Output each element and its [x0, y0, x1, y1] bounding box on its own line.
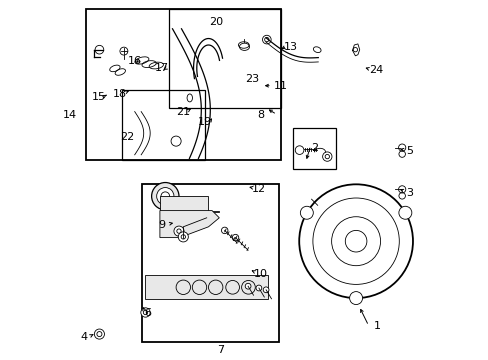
Circle shape: [156, 188, 174, 205]
Text: 7: 7: [217, 345, 224, 355]
Circle shape: [398, 186, 405, 193]
Text: 2: 2: [310, 143, 318, 153]
Bar: [142, 184, 278, 342]
Circle shape: [151, 183, 179, 210]
Circle shape: [349, 292, 362, 305]
Text: 18: 18: [113, 89, 127, 99]
Bar: [168, 9, 280, 108]
Circle shape: [94, 329, 104, 339]
Circle shape: [232, 234, 238, 241]
Circle shape: [300, 206, 313, 219]
Text: 14: 14: [63, 110, 77, 120]
Text: 6: 6: [143, 308, 150, 318]
Text: 20: 20: [208, 17, 223, 27]
Circle shape: [295, 146, 303, 154]
Circle shape: [263, 287, 268, 293]
Circle shape: [178, 232, 188, 242]
Text: 24: 24: [368, 65, 382, 75]
Circle shape: [299, 184, 412, 298]
Text: 15: 15: [92, 92, 105, 102]
Text: 23: 23: [244, 74, 258, 84]
Circle shape: [331, 217, 380, 266]
Circle shape: [120, 47, 127, 55]
Circle shape: [244, 283, 250, 289]
Text: 17: 17: [154, 63, 168, 73]
Text: 13: 13: [284, 42, 298, 52]
Polygon shape: [145, 275, 267, 299]
Text: 19: 19: [198, 117, 211, 127]
Text: 16: 16: [127, 56, 142, 66]
Circle shape: [141, 308, 150, 317]
Circle shape: [241, 280, 255, 294]
Circle shape: [192, 280, 206, 294]
Circle shape: [398, 144, 405, 151]
Circle shape: [221, 227, 227, 234]
Text: 3: 3: [406, 188, 413, 198]
Text: 22: 22: [120, 132, 134, 142]
Polygon shape: [160, 196, 219, 212]
Text: 9: 9: [158, 220, 165, 230]
Circle shape: [256, 285, 261, 291]
Circle shape: [176, 280, 190, 294]
Circle shape: [398, 206, 411, 219]
Circle shape: [208, 280, 223, 294]
Bar: [86, 9, 280, 160]
Text: 5: 5: [406, 146, 413, 156]
Text: 21: 21: [176, 107, 190, 117]
Text: 11: 11: [273, 81, 287, 91]
Polygon shape: [160, 211, 219, 238]
Text: 4: 4: [81, 332, 88, 342]
Text: 1: 1: [373, 321, 381, 331]
Circle shape: [225, 280, 239, 294]
Text: 10: 10: [253, 269, 267, 279]
Bar: [122, 90, 204, 160]
Text: 12: 12: [251, 184, 265, 194]
Text: 8: 8: [257, 110, 264, 120]
Circle shape: [174, 226, 183, 236]
Bar: [292, 128, 336, 169]
